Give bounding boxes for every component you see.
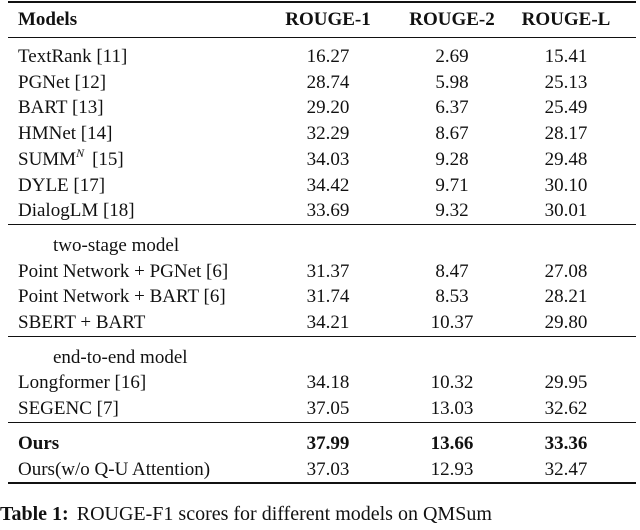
model-text: HMNet [14] xyxy=(18,123,113,145)
score: 34.03 xyxy=(306,148,350,170)
score: 37.05 xyxy=(306,398,350,420)
score: 5.98 xyxy=(435,71,469,93)
score: 32.47 xyxy=(544,458,588,480)
score: 9.28 xyxy=(435,148,469,170)
score: 2.69 xyxy=(435,46,469,67)
model-text: Longformer [16] xyxy=(18,372,147,394)
model-name: Ours(w/o Q-U Attention) xyxy=(18,459,210,481)
model-name: Ours xyxy=(18,433,59,455)
rule xyxy=(8,482,636,484)
rule xyxy=(8,37,636,38)
model-name: TextRank [11] xyxy=(18,46,127,68)
group-label: two-stage model xyxy=(53,234,180,256)
model-text: Point Network + BART [6] xyxy=(18,286,226,308)
score: 8.47 xyxy=(435,260,469,282)
score: 10.32 xyxy=(430,372,474,394)
model-text: SBERT + BART xyxy=(18,312,146,333)
score: 27.08 xyxy=(544,260,588,282)
model-name: SUMMN [15] xyxy=(18,145,124,171)
score: 28.17 xyxy=(544,123,588,145)
rule xyxy=(8,223,636,225)
caption-label: Table 1: xyxy=(0,503,69,526)
model-text: PGNet [12] xyxy=(18,71,107,93)
model-text: Ours(w/o Q-U Attention) xyxy=(18,458,211,480)
score: 29.95 xyxy=(544,372,588,394)
score: 13.66 xyxy=(430,432,474,454)
score: 29.80 xyxy=(544,312,588,333)
score: 37.03 xyxy=(306,458,350,480)
model-name: Point Network + BART [6] xyxy=(18,286,226,308)
score: 34.42 xyxy=(306,174,350,196)
score: 9.71 xyxy=(435,174,469,196)
score: 16.27 xyxy=(306,46,350,67)
model-text: DYLE [17] xyxy=(18,174,106,196)
score: 25.49 xyxy=(544,97,588,119)
header-cell: ROUGE-1 xyxy=(285,9,371,30)
model-name: HMNet [14] xyxy=(18,123,112,145)
model-text: TextRank [11] xyxy=(18,46,128,67)
score: 30.01 xyxy=(544,200,588,222)
score: 28.74 xyxy=(306,71,350,93)
score: 33.36 xyxy=(544,432,588,454)
model-name: DYLE [17] xyxy=(18,175,105,197)
score: 8.53 xyxy=(435,286,469,308)
header-cell: ROUGE-2 xyxy=(409,9,495,30)
model-sup: N xyxy=(76,145,85,160)
group-label: end-to-end model xyxy=(53,346,188,368)
model-text: Ours xyxy=(18,432,60,454)
rule xyxy=(8,1,636,3)
model-name: BART [13] xyxy=(18,97,104,119)
score: 15.41 xyxy=(544,46,588,67)
score: 33.69 xyxy=(306,200,350,222)
model-name: PGNet [12] xyxy=(18,72,106,94)
score: 28.21 xyxy=(544,286,588,308)
score: 12.93 xyxy=(430,458,474,480)
score: 25.13 xyxy=(544,71,588,93)
rule xyxy=(8,421,636,423)
score: 29.48 xyxy=(544,148,588,170)
score: 32.62 xyxy=(544,398,588,420)
score: 8.67 xyxy=(435,123,469,145)
score: 6.37 xyxy=(435,97,469,119)
model-text: Point Network + PGNet [6] xyxy=(18,260,229,282)
score: 31.37 xyxy=(306,260,350,282)
model-name: DialogLM [18] xyxy=(18,200,135,222)
score: 10.37 xyxy=(430,312,474,333)
model-name: SEGENC [7] xyxy=(18,398,119,420)
header-cell: ROUGE-L xyxy=(521,9,611,30)
header-cell: Models xyxy=(18,9,78,30)
score: 34.18 xyxy=(306,372,350,394)
model-text: BART [13] xyxy=(18,97,104,119)
score: 31.74 xyxy=(306,286,350,308)
model-text: DialogLM [18] xyxy=(18,200,135,222)
model-name: Point Network + PGNet [6] xyxy=(18,261,228,283)
score: 9.32 xyxy=(435,200,469,222)
rule xyxy=(8,335,636,337)
model-text: SEGENC [7] xyxy=(18,398,119,420)
model-text: SUMM xyxy=(18,148,77,170)
caption: Table 1: ROUGE-F1 scores for different mo… xyxy=(0,503,492,525)
caption-text: ROUGE-F1 scores for different models on … xyxy=(76,503,492,526)
score: 32.29 xyxy=(306,123,350,145)
model-name: SBERT + BART xyxy=(18,312,145,334)
score: 30.10 xyxy=(544,174,588,196)
score: 29.20 xyxy=(306,97,350,119)
model-name: Longformer [16] xyxy=(18,372,146,394)
score: 37.99 xyxy=(306,432,350,454)
score: 34.21 xyxy=(306,312,350,333)
score: 13.03 xyxy=(430,398,474,420)
model-ref: [15] xyxy=(92,148,124,170)
